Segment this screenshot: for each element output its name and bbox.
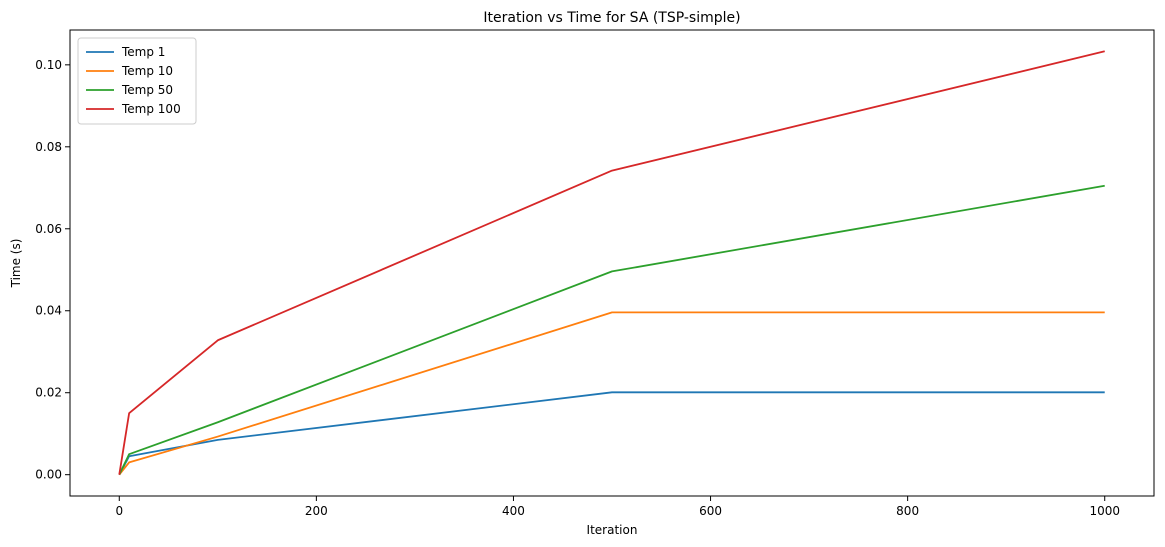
x-tick-label: 800 xyxy=(896,504,919,518)
x-axis-label: Iteration xyxy=(587,523,638,537)
legend-entry: Temp 50 xyxy=(121,83,173,97)
y-axis-label: Time (s) xyxy=(9,239,23,289)
series-line-2 xyxy=(118,311,1105,476)
y-tick-label: 0.06 xyxy=(35,222,62,236)
legend-box xyxy=(77,37,197,125)
legend: Temp 1 Temp 10 Temp 50 Temp 100 xyxy=(77,37,197,125)
chart-title: Iteration vs Time for SA (TSP-simple) xyxy=(483,10,740,26)
x-tick-label: 200 xyxy=(305,504,328,518)
y-tick-label: 0.10 xyxy=(35,58,62,72)
y-tick-label: 0.08 xyxy=(35,140,62,154)
y-tick-label: 0.02 xyxy=(35,386,62,400)
axes-layer: 0 200 400 600 800 1000 0.00 0.02 0.04 0.06 0.08 0.1… xyxy=(35,29,1155,518)
series-line-3 xyxy=(118,184,1105,476)
x-tick-label: 600 xyxy=(699,504,722,518)
x-tick-label: 1000 xyxy=(1089,504,1120,518)
series-line-4 xyxy=(118,50,1105,475)
axes-frame xyxy=(69,29,1155,497)
y-tick-label: 0.00 xyxy=(35,468,62,482)
series-layer xyxy=(118,50,1105,476)
legend-entry: Temp 1 xyxy=(121,45,165,59)
legend-entry: Temp 100 xyxy=(121,102,181,116)
x-tick-label: 400 xyxy=(502,504,525,518)
legend-entry: Temp 10 xyxy=(121,64,173,78)
x-tick-label: 0 xyxy=(115,504,123,518)
y-tick-label: 0.04 xyxy=(35,304,62,318)
plot-area xyxy=(70,30,1154,496)
